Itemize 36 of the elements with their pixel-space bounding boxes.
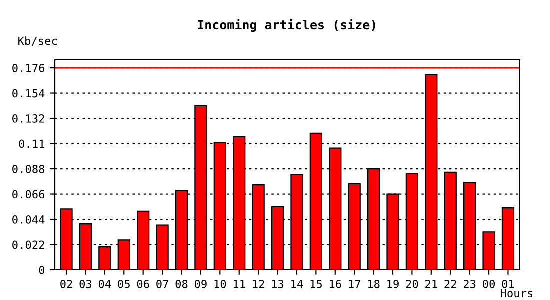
x-tick-label: 00 — [483, 280, 495, 288]
x-tick-label: 22 — [444, 280, 456, 288]
x-tick-label: 09 — [194, 280, 207, 288]
x-tick-label: 05 — [118, 280, 130, 288]
y-tick-label: 0.022 — [12, 240, 44, 250]
x-tick-label: 12 — [253, 280, 264, 288]
y-tick-label: 0 — [39, 266, 45, 274]
x-tick-label: 18 — [368, 280, 380, 288]
y-axis-title: Kb/sec — [18, 36, 58, 46]
x-tick-label: 11 — [234, 280, 246, 288]
y-tick-label: 0.132 — [12, 114, 44, 123]
x-tick-label: 10 — [214, 280, 226, 288]
x-tick-label: 23 — [464, 280, 476, 288]
y-tick-label: 0.176 — [12, 64, 45, 72]
x-tick-label: 02 — [60, 280, 72, 288]
x-tick-label: 03 — [80, 280, 92, 288]
chart-title: Incoming articles (size) — [198, 19, 376, 32]
x-tick-label: 08 — [176, 280, 188, 288]
x-tick-label: 06 — [137, 280, 150, 288]
x-tick-label: 15 — [310, 280, 322, 288]
y-tick-label: 0.066 — [12, 190, 45, 199]
x-tick-label: 20 — [406, 280, 418, 288]
y-tick-label: 0.11 — [19, 140, 45, 148]
x-tick-label: 13 — [272, 280, 284, 288]
x-tick-label: 04 — [98, 280, 112, 288]
x-tick-label: 21 — [426, 280, 438, 288]
x-tick-label: 14 — [292, 280, 304, 288]
x-axis-title: Hours — [500, 289, 533, 298]
y-tick-label: 0.044 — [12, 216, 45, 224]
y-tick-label: 0.088 — [12, 165, 45, 174]
x-tick-label: 07 — [156, 280, 168, 288]
x-tick-label: 19 — [388, 280, 399, 288]
x-tick-label: 16 — [330, 280, 342, 288]
x-tick-label: 17 — [349, 280, 360, 288]
y-tick-label: 0.154 — [12, 89, 45, 98]
x-tick-label: 01 — [502, 280, 514, 288]
